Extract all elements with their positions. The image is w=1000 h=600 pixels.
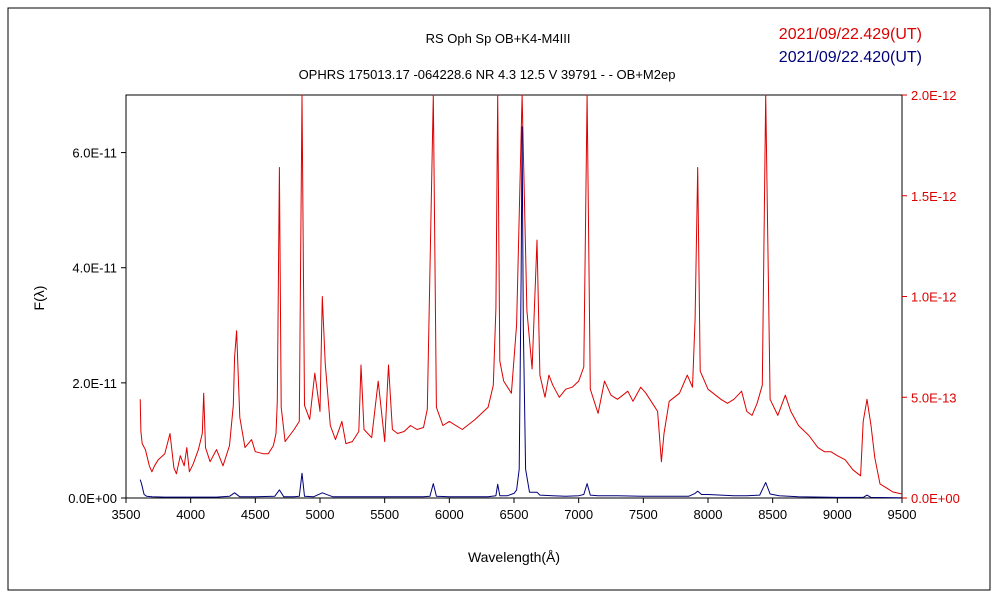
- legend-entry-blue: 2021/09/22.420(UT): [779, 49, 922, 66]
- x-tick-label: 4000: [176, 507, 205, 522]
- chart-subtitle: OPHRS 175013.17 -064228.6 NR 4.3 12.5 V …: [299, 67, 676, 82]
- y-left-tick-label: 0.0E+00: [68, 491, 117, 506]
- x-tick-label: 9500: [888, 507, 917, 522]
- x-tick-label: 6500: [500, 507, 529, 522]
- x-tick-label: 7500: [629, 507, 658, 522]
- y-right-tick-label: 1.0E-12: [911, 290, 957, 305]
- x-tick-label: 4500: [241, 507, 270, 522]
- chart-title: RS Oph Sp OB+K4-M4III: [426, 31, 571, 46]
- y-left-tick-label: 4.0E-11: [72, 261, 117, 276]
- x-tick-label: 9000: [823, 507, 852, 522]
- legend-entry-red: 2021/09/22.429(UT): [779, 26, 922, 43]
- series-line-0: [139, 94, 903, 495]
- x-tick-label: 8000: [694, 507, 723, 522]
- y-right-tick-label: 1.5E-12: [911, 189, 957, 204]
- y-right-tick-label: 5.0E-13: [911, 390, 957, 405]
- y-left-tick-label: 6.0E-11: [72, 146, 117, 161]
- x-tick-label: 3500: [112, 507, 141, 522]
- plot-area: [125, 94, 903, 499]
- y-right-tick-label: 0.0E+00: [911, 491, 960, 506]
- x-tick-label: 5000: [306, 507, 335, 522]
- axis-layer: 3500 4000 4500 5000 5500 6000 6500 7000 7500 8000…: [68, 88, 960, 522]
- series-layer: [139, 94, 903, 499]
- x-tick-label: 5500: [370, 507, 399, 522]
- x-tick-label: 7000: [564, 507, 593, 522]
- y-left-tick-label: 2.0E-11: [72, 376, 117, 391]
- series-line-1: [139, 126, 903, 499]
- x-tick-label: 6000: [435, 507, 464, 522]
- y-axis-label: F(λ): [31, 286, 47, 311]
- x-tick-label: 8500: [758, 507, 787, 522]
- y-right-tick-label: 2.0E-12: [911, 88, 957, 103]
- x-axis-label: Wavelength(Å): [468, 549, 560, 565]
